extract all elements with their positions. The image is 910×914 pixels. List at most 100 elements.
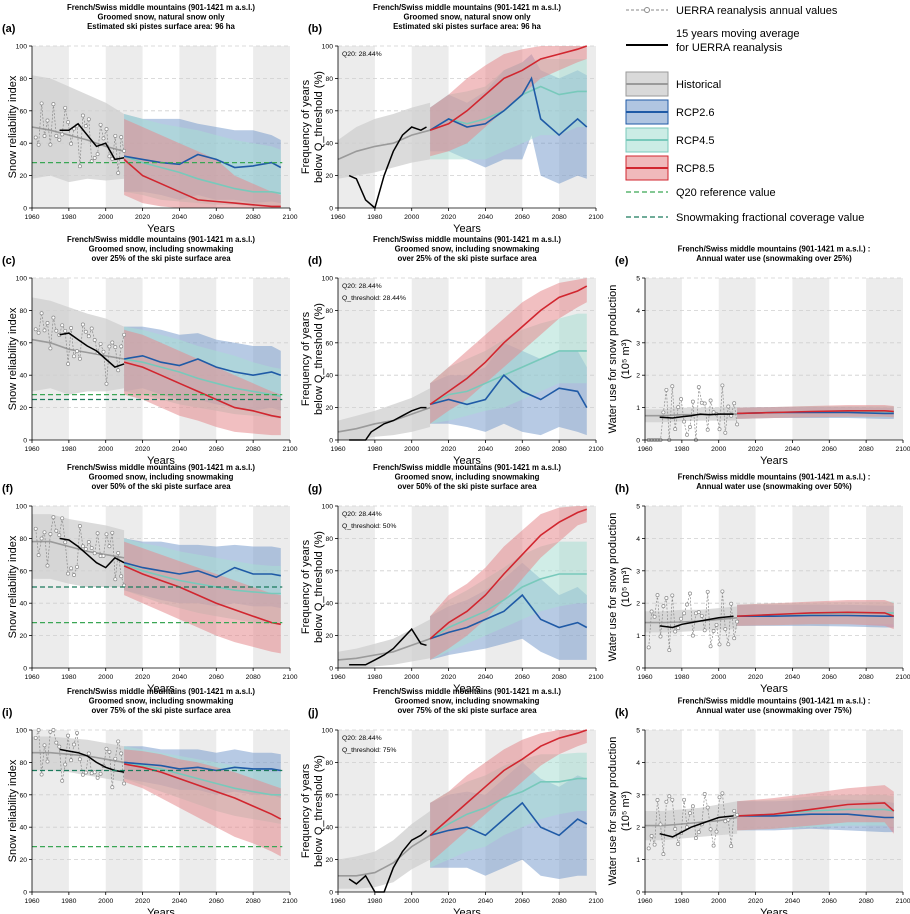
y-tick-label: 0 (636, 438, 640, 445)
y-tick-label: 20 (325, 173, 333, 180)
y-tick-label: 1 (636, 633, 640, 640)
y-axis-label: below Q_threshold (%) (313, 303, 325, 415)
x-tick-label: 2060 (822, 674, 837, 681)
x-tick-label: 2060 (209, 214, 224, 221)
x-tick-label: 2060 (515, 446, 530, 453)
decade-band (645, 506, 682, 668)
x-tick-label: 2080 (246, 446, 261, 453)
y-axis-label: Water use for snow production (607, 285, 619, 434)
y-tick-label: 20 (325, 633, 333, 640)
uerra-point (113, 756, 118, 761)
moving-average-line (59, 332, 125, 368)
uerra-point (66, 571, 71, 576)
uerra-point (673, 427, 678, 432)
x-tick-label: 2060 (515, 214, 530, 221)
uerra-point (83, 547, 88, 551)
band-rcp85 (124, 749, 281, 857)
uerra-point (723, 627, 728, 632)
annotation-text: Q_threshold: 28.44% (342, 295, 406, 302)
uerra-point (711, 629, 716, 633)
x-tick-label: 2020 (441, 446, 456, 453)
x-tick-label: 2040 (172, 898, 187, 905)
uerra-point (39, 101, 44, 106)
uerra-point (104, 532, 109, 537)
y-axis-label: (10⁵ m³) (620, 791, 632, 831)
panel-title-line: over 25% of the ski piste surface area (397, 254, 537, 263)
uerra-point (119, 574, 124, 579)
y-tick-label: 2 (636, 373, 640, 380)
x-tick-label: 2080 (552, 214, 567, 221)
uerra-point (92, 338, 97, 342)
annotation-text: Q20: 28.44% (342, 283, 382, 290)
x-tick-label: 2040 (478, 898, 493, 905)
y-tick-label: 20 (325, 857, 333, 864)
uerra-point (80, 544, 85, 549)
uerra-point (57, 744, 62, 749)
uerra-point (77, 524, 82, 528)
uerra-point (116, 739, 121, 744)
uerra-point (113, 345, 118, 350)
uerra-point (48, 346, 53, 351)
uerra-point (696, 385, 701, 390)
x-tick-label: 2040 (478, 446, 493, 453)
x-tick-label: 1980 (367, 674, 382, 681)
legend-rcp45-label: RCP4.5 (676, 135, 715, 147)
band-rcp85 (430, 506, 587, 660)
x-tick-label: 1960 (24, 898, 39, 905)
y-tick-label: 100 (322, 276, 334, 283)
y-axis-label: (10⁵ m³) (620, 339, 632, 379)
y-tick-label: 1 (636, 857, 640, 864)
x-tick-label: 1980 (61, 674, 76, 681)
panel-title-line: Groomed snow, natural snow only (97, 13, 225, 22)
uerra-point (110, 340, 115, 345)
y-tick-label: 5 (636, 504, 640, 511)
uerra-point (690, 804, 695, 809)
y-tick-label: 5 (636, 276, 640, 283)
uerra-point (92, 770, 97, 775)
uerra-point (717, 795, 722, 800)
x-tick-label: 1960 (24, 214, 39, 221)
x-tick-label: 1980 (61, 898, 76, 905)
uerra-point (696, 610, 701, 615)
y-tick-label: 3 (636, 792, 640, 799)
moving-average-line (659, 615, 734, 629)
uerra-point (101, 136, 106, 141)
uerra-point (119, 751, 124, 756)
uerra-point (77, 356, 82, 361)
x-tick-label: 2060 (822, 446, 837, 453)
panel-title-line: Annual water use (snowmaking over 75%) (696, 706, 852, 715)
panel-title-line: Annual water use (snowmaking over 50%) (696, 482, 852, 491)
y-axis-label: Water use for snow production (607, 737, 619, 886)
uerra-point (688, 425, 692, 429)
uerra-point (685, 432, 689, 437)
panel-title-line: over 50% of the ski piste surface area (91, 482, 231, 491)
uerra-point (652, 614, 657, 619)
panel-title-line: over 75% of the ski piste surface area (91, 706, 231, 715)
legend-snowmaking-label: Snowmaking fractional coverage value (676, 212, 864, 224)
y-tick-label: 80 (19, 308, 27, 315)
panel-title-line: Annual water use (snowmaking over 25%) (696, 254, 852, 263)
uerra-point (89, 546, 94, 550)
panel-title-line: Groomed snow, including snowmaking (89, 245, 234, 254)
x-tick-label: 2080 (859, 898, 874, 905)
x-tick-label: 2000 (98, 674, 113, 681)
uerra-point (732, 808, 737, 813)
uerra-point (685, 602, 689, 607)
y-axis-label: Snow reliability index (7, 307, 19, 410)
x-tick-label: 1980 (367, 214, 382, 221)
x-tick-label: 1960 (24, 446, 39, 453)
x-tick-label: 2000 (404, 446, 419, 453)
median-hist (337, 406, 431, 433)
annotation-text: Q_threshold: 50% (342, 523, 396, 530)
uerra-point (661, 604, 666, 609)
legend-uerra-label: UERRA reanalysis annual values (676, 5, 838, 17)
uerra-point (66, 361, 71, 366)
uerra-point (72, 354, 76, 359)
decade-band (792, 506, 830, 668)
y-tick-label: 100 (322, 44, 334, 51)
y-tick-label: 80 (19, 536, 27, 543)
x-tick-label: 2100 (588, 446, 603, 453)
uerra-point (72, 742, 76, 747)
x-tick-label: 2040 (172, 446, 187, 453)
x-tick-label: 2000 (404, 214, 419, 221)
